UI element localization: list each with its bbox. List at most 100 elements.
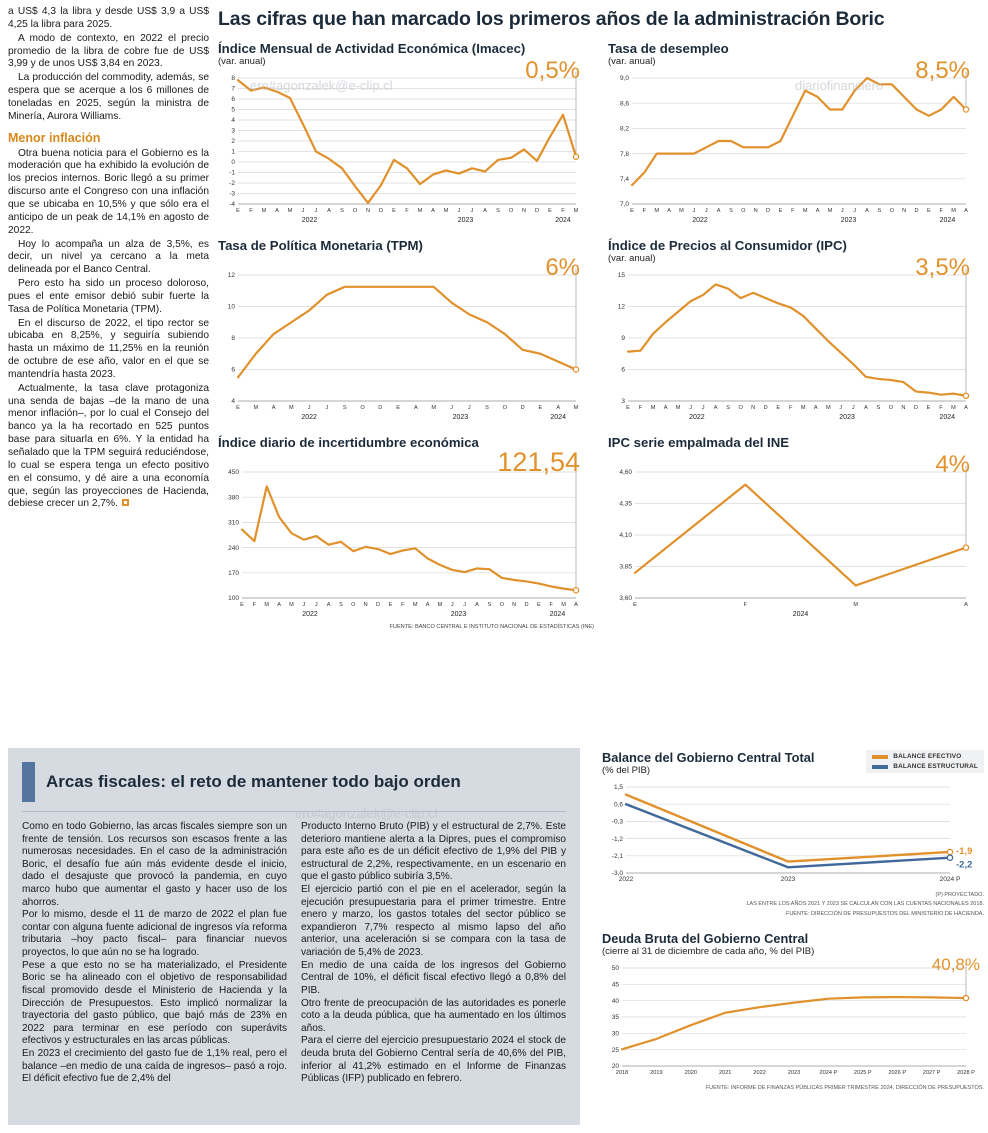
svg-text:-2,1: -2,1 bbox=[612, 853, 624, 860]
svg-text:10: 10 bbox=[228, 304, 236, 311]
chart-ipc-empalmado: IPC serie empalmada del INE 4% 4,60 4,35 4… bbox=[608, 435, 984, 630]
svg-text:F: F bbox=[939, 405, 943, 411]
svg-text:S: S bbox=[343, 405, 347, 411]
svg-text:O: O bbox=[741, 208, 746, 214]
svg-text:D: D bbox=[764, 405, 768, 411]
svg-text:O: O bbox=[351, 602, 356, 608]
article-paragraph: Pero esto ha sido un proceso doloroso, p… bbox=[8, 278, 209, 315]
svg-text:F: F bbox=[643, 208, 647, 214]
svg-text:J: J bbox=[326, 405, 329, 411]
svg-text:35: 35 bbox=[612, 1014, 620, 1021]
svg-text:3: 3 bbox=[621, 398, 625, 405]
svg-text:12: 12 bbox=[618, 304, 626, 311]
svg-text:8: 8 bbox=[231, 335, 235, 342]
svg-text:E: E bbox=[236, 405, 240, 411]
svg-text:J: J bbox=[463, 602, 466, 608]
svg-text:2023: 2023 bbox=[781, 876, 796, 883]
svg-text:E: E bbox=[633, 602, 637, 608]
svg-text:310: 310 bbox=[228, 520, 239, 527]
svg-text:15: 15 bbox=[618, 272, 626, 279]
svg-text:S: S bbox=[729, 208, 733, 214]
article-paragraph: Producto Interno Bruto (PIB) y el estruc… bbox=[301, 821, 566, 883]
svg-text:M: M bbox=[289, 602, 294, 608]
svg-text:S: S bbox=[485, 405, 489, 411]
svg-text:A: A bbox=[414, 405, 418, 411]
svg-text:6: 6 bbox=[231, 367, 235, 374]
svg-text:A: A bbox=[277, 602, 281, 608]
svg-text:2022: 2022 bbox=[692, 217, 708, 224]
svg-text:E: E bbox=[392, 208, 396, 214]
svg-text:380: 380 bbox=[228, 494, 239, 501]
svg-text:O: O bbox=[503, 405, 508, 411]
chart-subtitle bbox=[608, 450, 984, 462]
svg-text:M: M bbox=[951, 208, 956, 214]
svg-text:2: 2 bbox=[231, 138, 235, 145]
svg-text:J: J bbox=[302, 208, 305, 214]
svg-text:A: A bbox=[275, 208, 279, 214]
svg-text:2024: 2024 bbox=[550, 611, 566, 618]
svg-text:E: E bbox=[236, 208, 240, 214]
svg-text:2024: 2024 bbox=[940, 217, 956, 224]
svg-text:M: M bbox=[253, 405, 258, 411]
svg-text:J: J bbox=[471, 208, 474, 214]
chart-footnotes: (P) PROYECTADO. LAS ENTRE LOS AÑOS 2021 … bbox=[602, 891, 984, 919]
chart-title: Índice Mensual de Actividad Económica (I… bbox=[218, 41, 526, 56]
svg-text:2023: 2023 bbox=[788, 1070, 800, 1076]
chart-highlight-value: 3,5% bbox=[915, 254, 970, 281]
accent-bar bbox=[22, 762, 35, 802]
svg-text:2028 P: 2028 P bbox=[957, 1070, 975, 1076]
svg-text:30: 30 bbox=[612, 1031, 620, 1038]
svg-text:N: N bbox=[902, 208, 906, 214]
svg-text:D: D bbox=[378, 405, 382, 411]
svg-text:2024: 2024 bbox=[555, 217, 571, 224]
svg-text:25: 25 bbox=[612, 1047, 620, 1054]
svg-text:O: O bbox=[353, 208, 358, 214]
svg-text:6: 6 bbox=[621, 367, 625, 374]
svg-text:N: N bbox=[522, 208, 526, 214]
chart-highlight-value: 8,5% bbox=[915, 57, 970, 84]
svg-text:F: F bbox=[405, 208, 409, 214]
svg-text:N: N bbox=[754, 208, 758, 214]
svg-text:S: S bbox=[878, 208, 882, 214]
fiscal-article-col-2: Producto Interno Bruto (PIB) y el estruc… bbox=[301, 821, 566, 1086]
svg-text:M: M bbox=[561, 602, 566, 608]
svg-text:40: 40 bbox=[612, 998, 620, 1005]
svg-text:2024 P: 2024 P bbox=[940, 876, 962, 883]
svg-text:J: J bbox=[308, 405, 311, 411]
svg-text:J: J bbox=[315, 208, 318, 214]
svg-text:J: J bbox=[692, 208, 695, 214]
svg-text:A: A bbox=[814, 405, 818, 411]
svg-text:F: F bbox=[940, 208, 944, 214]
chart-subtitle: (cierre al 31 de diciembre de cada año, … bbox=[602, 946, 815, 958]
svg-text:M: M bbox=[264, 602, 269, 608]
svg-text:A: A bbox=[327, 602, 331, 608]
chart-highlight-value: 121,54 bbox=[497, 447, 580, 477]
svg-text:2022: 2022 bbox=[689, 414, 705, 421]
footnote: FUENTE: INFORME DE FINANZAS PÚBLICAS PRI… bbox=[705, 1085, 984, 1092]
svg-text:50: 50 bbox=[612, 965, 620, 972]
svg-text:O: O bbox=[500, 602, 505, 608]
charts-grid: Índice Mensual de Actividad Económica (I… bbox=[218, 41, 984, 630]
svg-text:M: M bbox=[828, 208, 833, 214]
svg-text:J: J bbox=[302, 602, 305, 608]
article-paragraph: Actualmente, la tasa clave protagoniza u… bbox=[8, 383, 209, 511]
svg-text:J: J bbox=[450, 405, 453, 411]
svg-text:M: M bbox=[413, 602, 418, 608]
svg-text:240: 240 bbox=[228, 545, 239, 552]
svg-text:2019: 2019 bbox=[650, 1070, 662, 1076]
article-paragraph: En el discurso de 2022, el tipo rector s… bbox=[8, 317, 209, 380]
svg-text:O: O bbox=[360, 405, 365, 411]
svg-text:D: D bbox=[535, 208, 539, 214]
svg-text:4: 4 bbox=[231, 117, 235, 124]
chart-title: IPC serie empalmada del INE bbox=[608, 435, 790, 450]
article-paragraph: En medio de una caída de los ingresos de… bbox=[301, 959, 566, 996]
svg-text:M: M bbox=[951, 405, 956, 411]
svg-text:J: J bbox=[451, 602, 454, 608]
svg-text:-2: -2 bbox=[229, 180, 235, 187]
svg-text:M: M bbox=[654, 208, 659, 214]
svg-text:2023: 2023 bbox=[841, 217, 857, 224]
svg-text:A: A bbox=[964, 602, 968, 608]
svg-text:M: M bbox=[438, 602, 443, 608]
